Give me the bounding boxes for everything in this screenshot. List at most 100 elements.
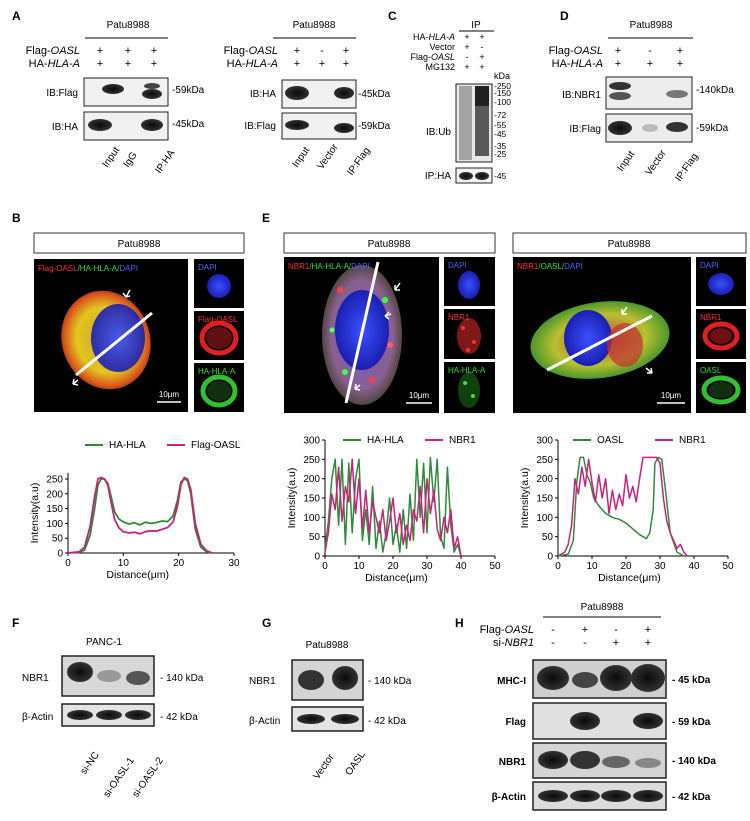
panel-label-d: D bbox=[560, 9, 569, 23]
x-tick-label: 30 bbox=[421, 561, 433, 572]
title-box bbox=[33, 232, 245, 254]
y-tick-label: 0 bbox=[57, 549, 63, 560]
condition-sign: + bbox=[343, 45, 349, 57]
marker-label: -45 bbox=[494, 129, 507, 139]
band bbox=[334, 87, 354, 99]
panel-e-left-micrographs: Patu8988 10μm NBR1/HA-HLA-A/DAPI DAPI NB… bbox=[283, 232, 496, 413]
channel-label: Flag-OASL bbox=[198, 315, 238, 324]
panel-d-title: Patu8988 bbox=[630, 20, 673, 31]
condition-label: HA-HLA-A bbox=[29, 58, 80, 70]
band bbox=[67, 662, 93, 682]
band bbox=[602, 756, 630, 768]
condition-sign: - bbox=[551, 637, 555, 649]
panel-a-right-title: Patu8988 bbox=[293, 20, 336, 31]
channel-label: OASL bbox=[700, 366, 722, 375]
band bbox=[570, 751, 600, 769]
condition-sign: + bbox=[613, 637, 619, 649]
band bbox=[633, 790, 663, 802]
lane-label: IP:Flag bbox=[345, 145, 372, 177]
x-axis-label: Distance(μm) bbox=[365, 572, 428, 584]
y-tick-label: 200 bbox=[46, 489, 63, 500]
series-line-ha-hla bbox=[324, 456, 462, 557]
band bbox=[332, 666, 358, 690]
band bbox=[635, 758, 661, 768]
arrow-icon bbox=[384, 311, 392, 320]
arrow-icon bbox=[394, 282, 401, 291]
panel-b-micrographs: Patu8988 10μm Flag-OASL/HA-HLA-A/DAPI DA… bbox=[33, 232, 245, 412]
lane-label: si-NC bbox=[78, 750, 101, 777]
band bbox=[97, 670, 121, 682]
band bbox=[142, 89, 162, 99]
x-tick-label: 50 bbox=[489, 561, 501, 572]
channel-label: NBR1 bbox=[448, 313, 470, 322]
size-label: -59kDa bbox=[696, 123, 729, 134]
channel-label: HA-HLA-A bbox=[448, 366, 486, 375]
size-label: -45kDa bbox=[358, 89, 391, 100]
condition-label: HA-HLA-A bbox=[227, 58, 278, 70]
band bbox=[572, 672, 598, 688]
lane-label: Vector bbox=[311, 752, 337, 782]
arrow-icon bbox=[354, 383, 361, 391]
panel-a-left: Patu8988 Flag-OASL + + +HA-HLA-A + + + IB:Flag… bbox=[26, 20, 205, 176]
condition-sign: - bbox=[648, 45, 652, 57]
size-label: - 140 kDa bbox=[160, 673, 204, 684]
condition-sign: + bbox=[645, 637, 651, 649]
condition-sign: + bbox=[125, 45, 131, 57]
x-tick-label: 20 bbox=[620, 561, 632, 572]
band bbox=[144, 83, 160, 89]
y-tick-label: 200 bbox=[303, 474, 320, 485]
panel-a-right-condition-rows: Flag-OASL + - +HA-HLA-A + + + bbox=[224, 45, 350, 70]
size-label: -140kDa bbox=[696, 85, 734, 96]
band bbox=[125, 710, 151, 720]
band bbox=[538, 790, 568, 802]
condition-sign: + bbox=[479, 62, 484, 72]
x-tick-label: 30 bbox=[654, 561, 666, 572]
band bbox=[666, 90, 688, 98]
condition-sign: + bbox=[125, 58, 131, 70]
marker-label: -100 bbox=[494, 97, 511, 107]
channel-label: DAPI bbox=[448, 261, 467, 270]
panel-e-right-title: Patu8988 bbox=[608, 239, 651, 250]
panel-d-condition-rows: Flag-OASL + - +HA-HLA-A + + + bbox=[549, 45, 684, 70]
condition-sign: + bbox=[615, 45, 621, 57]
y-tick-label: 300 bbox=[536, 436, 553, 447]
x-tick-label: 20 bbox=[387, 561, 399, 572]
size-label: - 140 kDa bbox=[368, 676, 412, 687]
band bbox=[96, 710, 122, 720]
title-box bbox=[283, 232, 496, 254]
chart-e-right: 0 10 20 30 40 50 0 50 100 150 200 250 300 Distance(μm… bbox=[519, 435, 734, 584]
panel-h: Patu8988 Flag-OASL - + - +si-NBR1- - + + MHC-I … bbox=[480, 602, 716, 811]
blot-label: IB:HA bbox=[250, 89, 276, 100]
condition-sign: + bbox=[464, 62, 469, 72]
y-tick-label: 50 bbox=[309, 532, 321, 543]
merge-label: NBR1/HA-HLA-A/DAPI bbox=[288, 262, 370, 271]
legend-label: HA-HLA bbox=[367, 435, 404, 446]
band bbox=[600, 665, 632, 691]
y-tick-label: 100 bbox=[46, 519, 63, 530]
y-axis-label: Intensity(a.u) bbox=[29, 483, 41, 544]
condition-sign: + bbox=[343, 58, 349, 70]
band bbox=[570, 712, 600, 730]
condition-sign: + bbox=[677, 58, 683, 70]
y-tick-label: 50 bbox=[542, 532, 554, 543]
condition-sign: - bbox=[583, 637, 587, 649]
condition-label: Flag-OASL bbox=[549, 45, 603, 57]
y-tick-label: 150 bbox=[46, 504, 63, 515]
x-tick-label: 50 bbox=[722, 561, 734, 572]
condition-sign: + bbox=[151, 45, 157, 57]
title-box bbox=[512, 232, 747, 254]
panel-h-title: Patu8988 bbox=[581, 602, 624, 613]
blot-label: IB:Flag bbox=[569, 124, 601, 135]
condition-label: Vector bbox=[429, 42, 455, 52]
blot-label: β-Actin bbox=[249, 716, 280, 727]
condition-sign: + bbox=[479, 32, 484, 42]
size-label: -59kDa bbox=[358, 121, 391, 132]
condition-sign: + bbox=[647, 58, 653, 70]
condition-sign: + bbox=[677, 45, 683, 57]
arrow-icon bbox=[645, 367, 653, 374]
y-tick-label: 50 bbox=[52, 534, 64, 545]
blot-label: MHC-I bbox=[497, 676, 526, 687]
y-axis-label: Intensity(a.u) bbox=[286, 468, 298, 529]
condition-sign: - bbox=[551, 624, 555, 636]
condition-sign: + bbox=[97, 45, 103, 57]
